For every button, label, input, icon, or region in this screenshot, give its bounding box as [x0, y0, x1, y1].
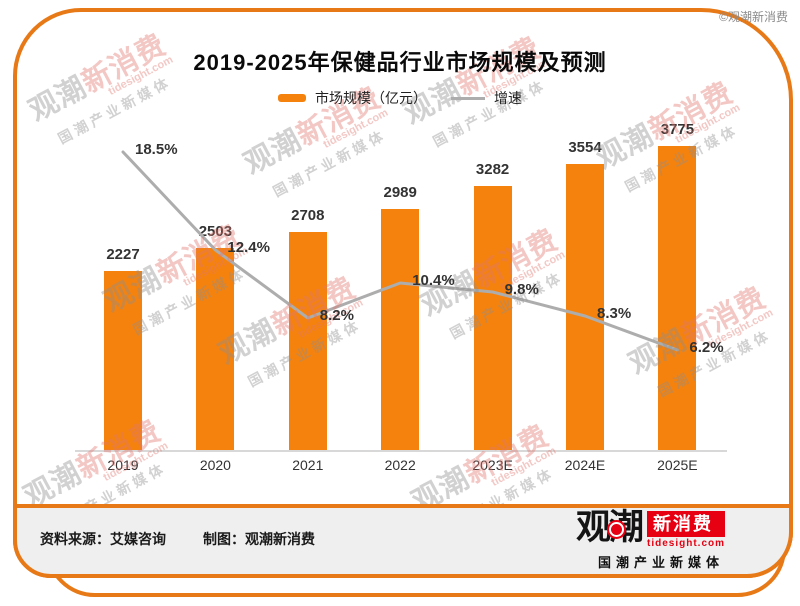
bar-value-label: 3554	[568, 139, 602, 156]
x-axis-line	[75, 450, 727, 452]
growth-point-label: 18.5%	[135, 141, 178, 158]
x-axis-tick-label: 2023E	[472, 457, 513, 473]
x-axis-tick-label: 2019	[107, 457, 139, 473]
legend-line-label: 增速	[494, 90, 522, 106]
bar-2019	[104, 271, 142, 450]
bar-value-label: 3282	[475, 161, 510, 178]
growth-point-label: 10.4%	[412, 272, 455, 289]
logo-lens-icon	[609, 522, 624, 537]
x-axis-tick-label: 2020	[199, 457, 231, 473]
legend-line-swatch-icon	[451, 96, 485, 100]
logo-right-column: 新消费 tidesight.com	[647, 511, 726, 549]
x-axis-tick-label: 2021	[292, 457, 324, 473]
bar-2023E	[473, 186, 512, 450]
logo-domain-text: tidesight.com	[647, 538, 726, 549]
bar-value-label: 2989	[383, 184, 417, 201]
credit-text: 制图：观潮新消费	[203, 531, 315, 547]
brand-logo: 观潮 新消费 tidesight.com 国潮产业新媒体	[576, 510, 746, 571]
logo-red-box: 新消费	[647, 511, 726, 537]
logo-main-row: 观潮 新消费 tidesight.com	[576, 510, 746, 549]
legend-bar-label: 市场规模（亿元）	[315, 90, 427, 106]
bar-2020	[196, 248, 235, 450]
bar-value-label: 2708	[291, 207, 325, 224]
x-axis-tick-label: 2025E	[657, 457, 698, 473]
growth-point-label: 8.3%	[597, 305, 632, 322]
chart-title: 2019-2025年保健品行业市场规模及预测	[193, 50, 607, 75]
logo-tagline: 国潮产业新媒体	[597, 555, 724, 570]
bar-2022	[381, 209, 420, 450]
bar-value-label: 3775	[660, 121, 695, 138]
source-text: 资料来源：艾媒咨询	[40, 531, 166, 547]
legend-bar-swatch-icon	[278, 94, 306, 102]
x-axis-tick-label: 2022	[384, 457, 416, 473]
growth-point-label: 6.2%	[689, 339, 724, 356]
logo-black-text: 观潮	[576, 510, 644, 545]
x-axis-tick-label: 2024E	[564, 457, 606, 473]
growth-point-label: 12.4%	[227, 239, 270, 256]
bar-value-label: 2227	[106, 246, 140, 263]
chart-legend: 市场规模（亿元） 增速	[0, 88, 800, 108]
bar-2025E	[658, 146, 697, 450]
copyright-text: ©观潮新消费	[719, 10, 788, 24]
bar-2021	[288, 232, 327, 450]
bar-value-label: 2503	[198, 223, 233, 240]
growth-point-label: 8.2%	[319, 307, 354, 324]
growth-point-label: 9.8%	[504, 281, 539, 298]
